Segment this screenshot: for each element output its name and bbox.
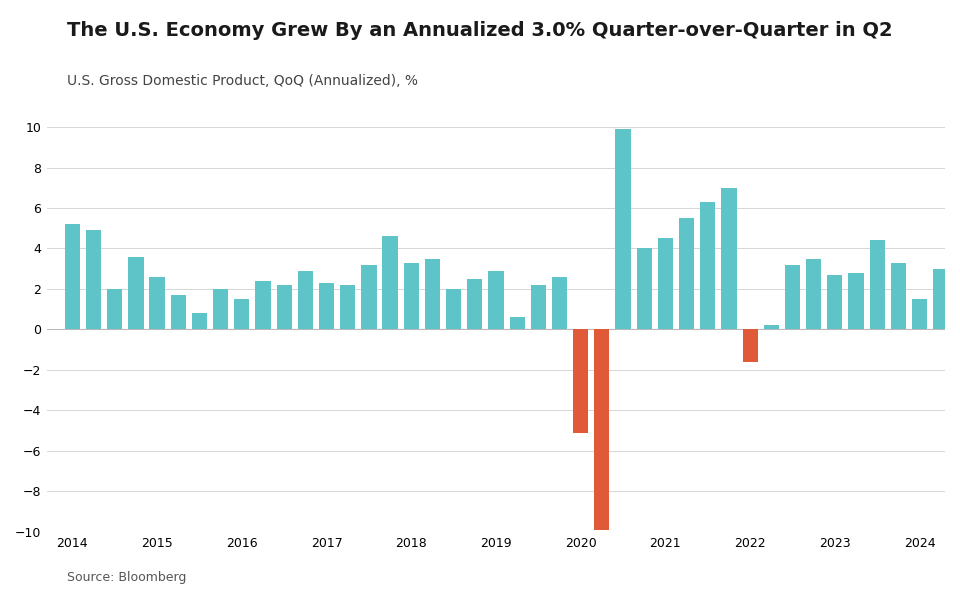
Bar	[806, 259, 822, 330]
Bar	[192, 313, 207, 330]
Bar	[828, 275, 843, 330]
Bar	[764, 325, 779, 330]
Bar	[340, 285, 355, 330]
Bar	[234, 299, 250, 330]
Bar	[403, 262, 419, 330]
Bar	[891, 262, 906, 330]
Bar	[382, 236, 397, 330]
Bar	[424, 259, 440, 330]
Bar	[933, 269, 948, 330]
Bar	[785, 265, 800, 330]
Bar	[912, 299, 927, 330]
Bar	[64, 224, 80, 330]
Bar	[573, 330, 588, 433]
Bar	[129, 256, 143, 330]
Bar	[870, 240, 885, 330]
Bar	[700, 202, 715, 330]
Text: U.S. Gross Domestic Product, QoQ (Annualized), %: U.S. Gross Domestic Product, QoQ (Annual…	[67, 74, 419, 89]
Bar	[679, 218, 694, 330]
Bar	[615, 129, 631, 330]
Bar	[721, 188, 736, 330]
Bar	[531, 285, 546, 330]
Bar	[150, 277, 165, 330]
Bar	[361, 265, 376, 330]
Bar	[636, 249, 652, 330]
Bar	[468, 279, 483, 330]
Bar	[255, 281, 271, 330]
Bar	[298, 271, 313, 330]
Bar	[552, 277, 567, 330]
Bar	[85, 230, 101, 330]
Text: Source: Bloomberg: Source: Bloomberg	[67, 571, 186, 584]
Bar	[319, 283, 334, 330]
Bar	[171, 295, 186, 330]
Bar	[276, 285, 292, 330]
Bar	[510, 317, 525, 330]
Bar	[108, 289, 122, 330]
Bar	[849, 273, 864, 330]
Text: The U.S. Economy Grew By an Annualized 3.0% Quarter-over-Quarter in Q2: The U.S. Economy Grew By an Annualized 3…	[67, 21, 893, 40]
Bar	[489, 271, 504, 330]
Bar	[446, 289, 461, 330]
Bar	[213, 289, 228, 330]
Bar	[658, 239, 673, 330]
Bar	[742, 330, 757, 362]
Bar	[594, 330, 610, 530]
